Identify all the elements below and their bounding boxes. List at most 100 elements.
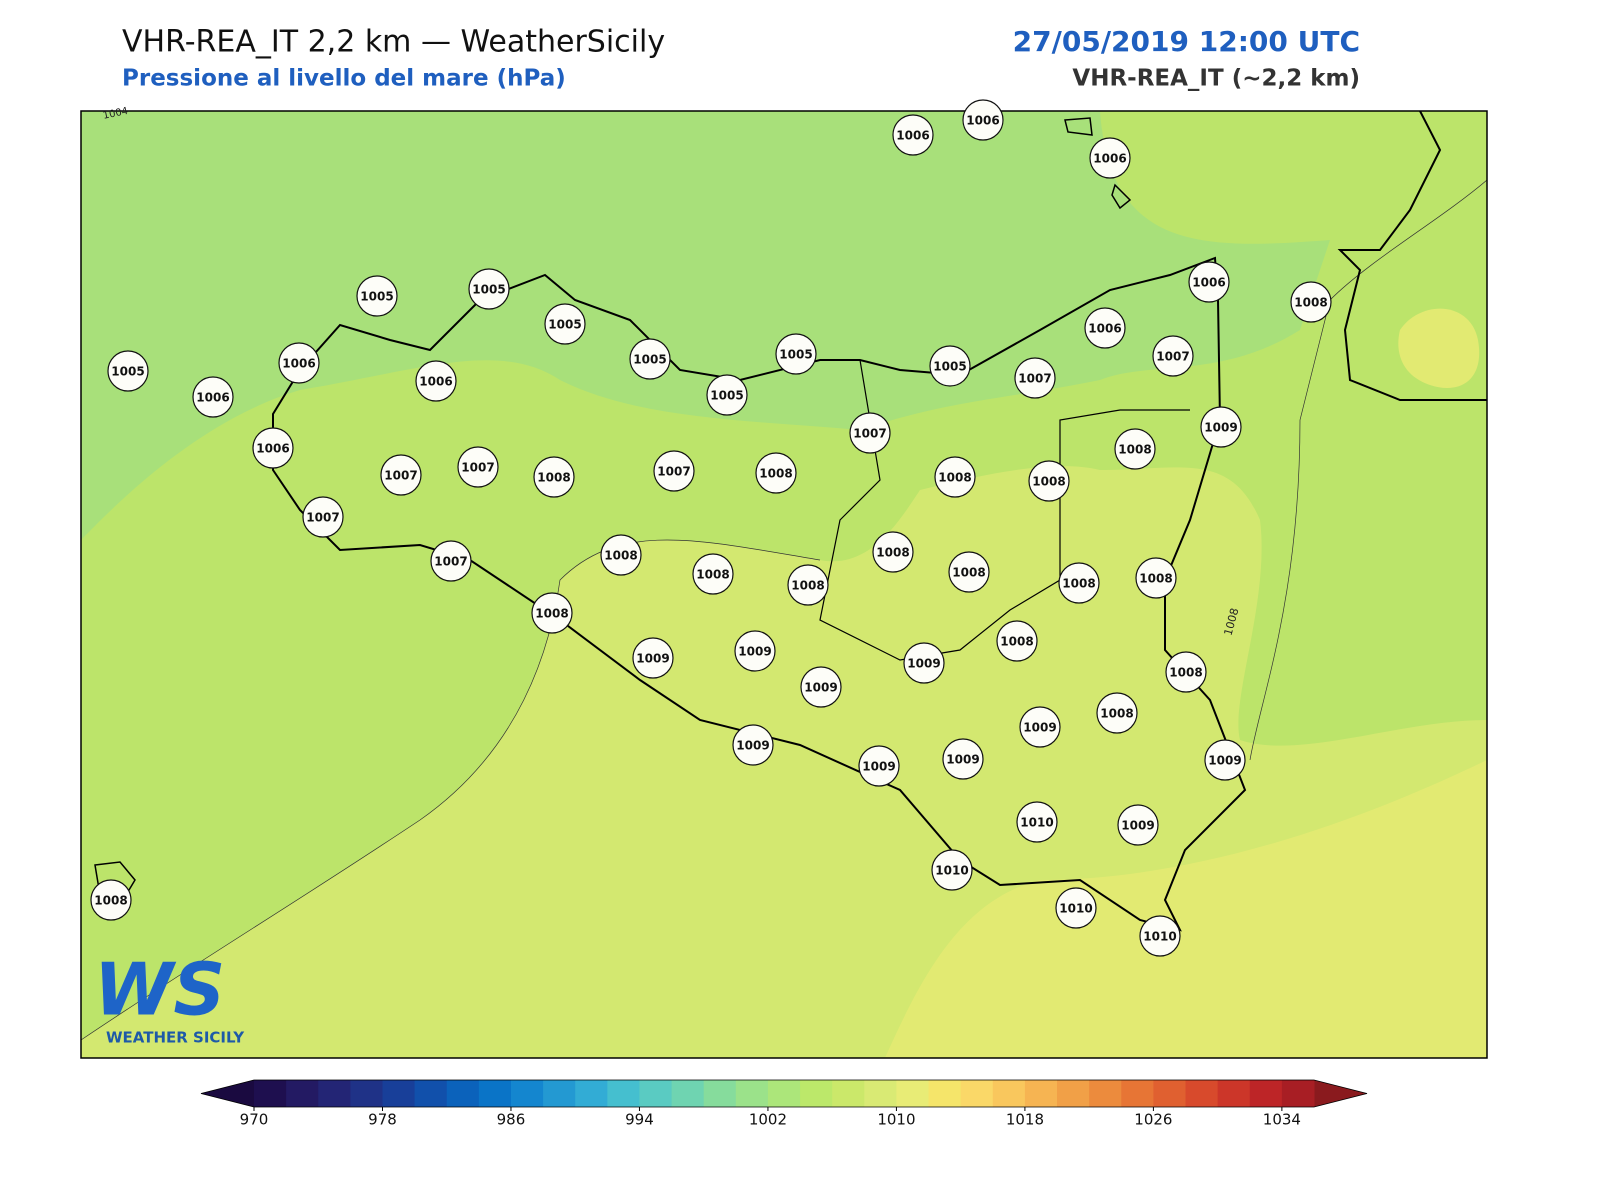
colorbar-bin [671, 1080, 705, 1107]
logo-mark: WS [94, 948, 225, 1032]
station-value: 1008 [938, 471, 971, 485]
station-marker [380, 454, 422, 496]
station-marker [849, 412, 891, 454]
station-value: 1010 [935, 864, 968, 878]
station-marker [1200, 406, 1242, 448]
station-marker [600, 534, 642, 576]
station-value: 1009 [1121, 819, 1154, 833]
colorbar-bin [896, 1080, 930, 1107]
stations: 1006 1006 1006 1006 1008 1005 1005 1005 1005 1005… [90, 99, 1332, 957]
station-marker [1152, 335, 1194, 377]
station-marker [629, 338, 671, 380]
isobar [1249, 179, 1487, 761]
map-frame [80, 110, 1488, 1059]
station-value: 1006 [419, 375, 452, 389]
station-value: 1009 [1204, 421, 1237, 435]
station-value: 1009 [946, 753, 979, 767]
station-value: 1009 [738, 645, 771, 659]
colorbar-bin [992, 1080, 1026, 1107]
station-value: 1010 [1059, 902, 1092, 916]
isobar [81, 539, 821, 1041]
station-value: 1006 [1192, 276, 1225, 290]
model: VHR-REA_IT (~2,2 km) [1072, 66, 1360, 92]
station-marker [1084, 307, 1126, 349]
colorbar-bin [1153, 1080, 1187, 1107]
colorbar-bin [1121, 1080, 1154, 1107]
colorbar-outline [200, 1079, 1368, 1108]
station-marker [90, 879, 132, 921]
subtitle: Pressione al livello del mare (hPa) [122, 66, 566, 92]
colorbar-bin [864, 1080, 897, 1107]
station-value: 1010 [1143, 930, 1176, 944]
colorbar-tick-label: 1026 [1134, 1111, 1172, 1129]
station-marker [430, 540, 472, 582]
station-marker [903, 642, 945, 684]
station-marker [415, 360, 457, 402]
station-marker [872, 531, 914, 573]
station-marker [734, 630, 776, 672]
station-marker [107, 350, 149, 392]
station-value: 1008 [1100, 707, 1133, 721]
colorbar-bin [350, 1080, 383, 1107]
colorbar-bin [286, 1080, 319, 1107]
station-marker [531, 592, 573, 634]
station-value: 1006 [1093, 152, 1126, 166]
colorbar-tick-label: 970 [240, 1111, 269, 1129]
station-marker [1058, 562, 1100, 604]
station-marker [192, 376, 234, 418]
station-value: 1008 [1294, 296, 1327, 310]
station-marker [653, 450, 695, 492]
station-value: 1009 [862, 760, 895, 774]
station-value: 1008 [1139, 572, 1172, 586]
colorbar-bin [1217, 1080, 1251, 1107]
station-marker [457, 446, 499, 488]
colorbar-bin [318, 1080, 351, 1107]
colorbar-bin [832, 1080, 865, 1107]
station-value: 1007 [306, 511, 339, 525]
colorbar-bin [543, 1080, 576, 1107]
coastline [1337, 111, 1487, 401]
station-marker [1117, 804, 1159, 846]
station-marker [931, 849, 973, 891]
station-marker [800, 666, 842, 708]
station-marker [302, 496, 344, 538]
station-value: 1005 [710, 389, 743, 403]
coastline [272, 256, 1247, 932]
station-marker [1028, 460, 1070, 502]
colorbar-bin [767, 1080, 801, 1107]
colorbar-bin [478, 1080, 512, 1107]
logo-text: WEATHER SICILY [106, 1029, 245, 1047]
station-value: 1006 [896, 129, 929, 143]
station-marker [632, 637, 674, 679]
station-value: 1009 [804, 681, 837, 695]
colorbar-bin [1089, 1080, 1122, 1107]
station-marker [948, 551, 990, 593]
colorbar-tick-label: 978 [368, 1111, 397, 1129]
station-value: 1009 [636, 652, 669, 666]
station-value: 1008 [1118, 443, 1151, 457]
station-value: 1005 [933, 360, 966, 374]
station-value: 1008 [952, 566, 985, 580]
colorbar-tick-label: 1018 [1006, 1111, 1044, 1129]
station-marker [934, 456, 976, 498]
station-marker [787, 564, 829, 606]
colorbar-tick-label: 1034 [1263, 1111, 1301, 1129]
station-value: 1007 [853, 427, 886, 441]
station-marker [1135, 557, 1177, 599]
station-value: 1008 [537, 471, 570, 485]
station-marker [1204, 739, 1246, 781]
station-marker [544, 303, 586, 345]
station-marker [892, 114, 934, 156]
colorbar-bin [1057, 1080, 1090, 1107]
colorbar-bin [703, 1080, 737, 1107]
station-value: 1005 [633, 353, 666, 367]
station-marker [732, 724, 774, 766]
station-marker [1139, 915, 1181, 957]
station-marker [962, 99, 1004, 141]
station-value: 1007 [1018, 372, 1051, 386]
station-value: 1008 [94, 894, 127, 908]
station-value: 1008 [876, 546, 909, 560]
station-marker [1089, 137, 1131, 179]
colorbar-bin [800, 1080, 833, 1107]
